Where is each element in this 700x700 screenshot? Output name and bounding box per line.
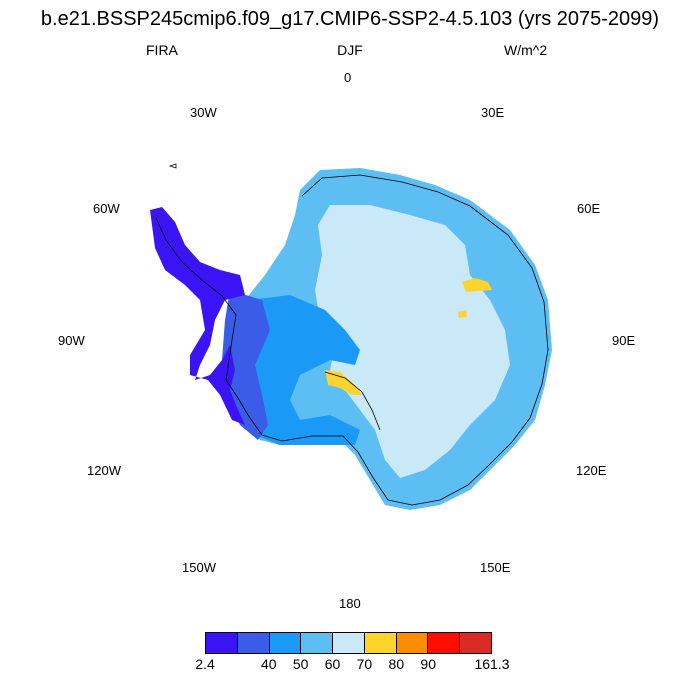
colorbar-label: 161.3: [474, 656, 510, 672]
units-label: W/m^2: [504, 42, 548, 58]
colorbar-swatch-6: [396, 633, 429, 653]
colorbar-swatch-4: [333, 633, 365, 653]
ross-shelf-outline: [324, 371, 381, 431]
peninsula: [150, 207, 245, 425]
colorbar-swatch-8: [460, 633, 492, 653]
plot-title: b.e21.BSSP245cmip6.f09_g17.CMIP6-SSP2-4.…: [40, 8, 660, 30]
lon-label-150e: 150E: [480, 560, 511, 575]
colorbar-label: 90: [420, 656, 437, 672]
variable-label: FIRA: [146, 42, 178, 58]
lon-label-60w: 60W: [93, 201, 120, 216]
colorbar-label: 2.4: [195, 656, 215, 672]
colorbar-label: 80: [388, 656, 405, 672]
lon-label-120e: 120E: [576, 463, 607, 478]
warm-patch-small: [458, 310, 467, 318]
colorbar-swatch-1: [237, 633, 270, 653]
lon-label-30e: 30E: [481, 105, 505, 120]
colorbar-swatch-2: [269, 633, 302, 653]
lon-label-30w: 30W: [190, 105, 217, 120]
colorbar-swatch-0: [206, 633, 238, 653]
colorbar: [205, 632, 492, 654]
lon-label-90w: 90W: [58, 333, 85, 348]
colorbar-label: 50: [292, 656, 309, 672]
lon-label-90e: 90E: [612, 333, 636, 348]
season-label: DJF: [337, 42, 363, 58]
lon-label-180: 180: [339, 596, 361, 611]
lon-label-0: 0: [344, 70, 352, 85]
colorbar-swatch-3: [301, 633, 334, 653]
lon-label-120w: 120W: [87, 463, 121, 478]
lon-label-60e: 60E: [577, 201, 601, 216]
west-mid-band: [240, 295, 360, 445]
colorbar-swatch-7: [428, 633, 461, 653]
warm-patch-ross: [325, 370, 362, 395]
small-island-outline: [168, 163, 177, 169]
ice-interior: [315, 205, 510, 478]
coastline: [155, 174, 549, 506]
colorbar-label: 70: [356, 656, 373, 672]
colorbar-label: 40: [260, 656, 277, 672]
colorbar-label: 60: [324, 656, 341, 672]
lon-label-150w: 150W: [182, 560, 216, 575]
colorbar-swatch-5: [364, 633, 397, 653]
warm-patch-amery: [462, 278, 492, 292]
